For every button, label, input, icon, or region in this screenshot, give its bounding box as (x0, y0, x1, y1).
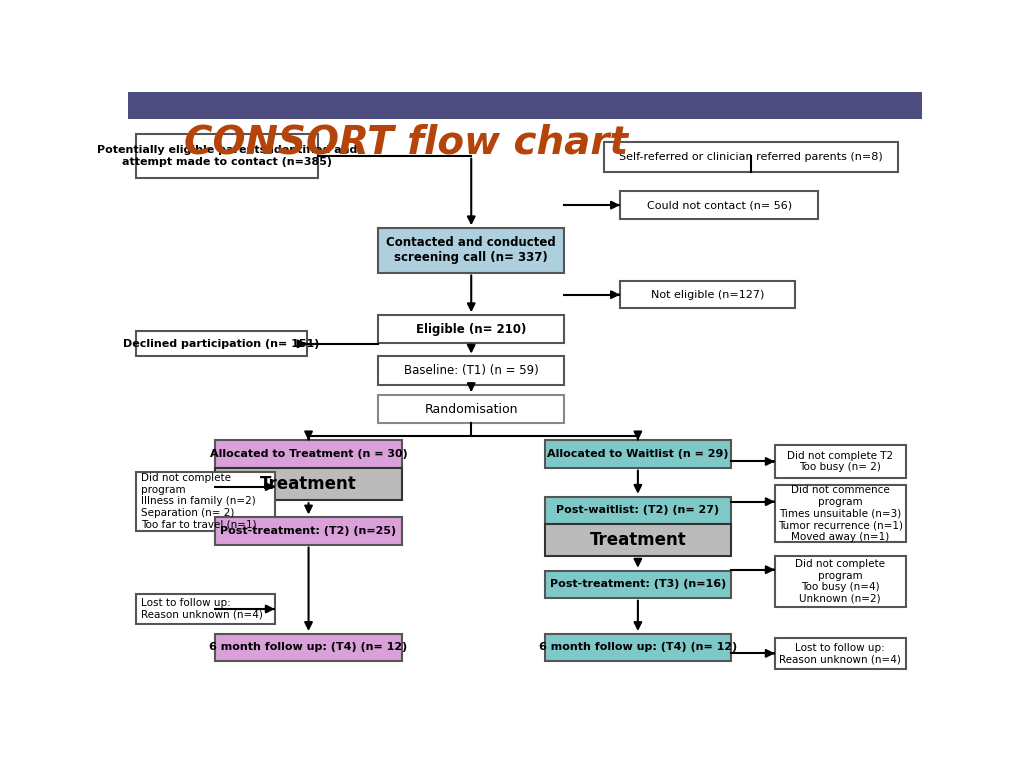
Bar (775, 556, 906, 607)
Text: Allocated to Treatment (n = 30): Allocated to Treatment (n = 30) (210, 449, 408, 459)
Bar (215, 468, 401, 500)
Text: Contacted and conducted
screening call (n= 337): Contacted and conducted screening call (… (386, 237, 556, 264)
Bar (136, 472, 274, 531)
Bar (545, 497, 731, 524)
Bar (620, 191, 818, 220)
Bar (378, 395, 564, 423)
Bar (775, 638, 906, 669)
Bar (128, 92, 922, 119)
Bar (775, 485, 906, 541)
Bar (620, 281, 795, 308)
Text: Did not commence
program
Times unsuitable (n=3)
Tumor recurrence (n=1)
Moved awa: Did not commence program Times unsuitabl… (778, 485, 903, 541)
Bar (215, 634, 401, 661)
Text: 6 month follow up: (T4) (n= 12): 6 month follow up: (T4) (n= 12) (210, 643, 408, 653)
Bar (604, 142, 898, 172)
Text: Eligible (n= 210): Eligible (n= 210) (416, 323, 526, 336)
Text: Not eligible (n=127): Not eligible (n=127) (650, 290, 764, 300)
Text: Did not complete
program
Illness in family (n=2)
Separation (n= 2)
Too far to tr: Did not complete program Illness in fami… (141, 473, 257, 530)
Text: Did not complete
program
Too busy (n=4)
Unknown (n=2): Did not complete program Too busy (n=4) … (796, 559, 886, 604)
Text: Allocated to Waitlist (n = 29): Allocated to Waitlist (n = 29) (547, 449, 729, 459)
Bar (545, 524, 731, 556)
Text: Lost to follow up:
Reason unknown (n=4): Lost to follow up: Reason unknown (n=4) (141, 598, 263, 620)
Text: Randomisation: Randomisation (425, 402, 518, 415)
Bar (378, 228, 564, 273)
Text: Baseline: (T1) (n = 59): Baseline: (T1) (n = 59) (403, 364, 539, 377)
Bar (545, 441, 731, 468)
Bar (775, 445, 906, 478)
Text: CONSORT flow chart: CONSORT flow chart (183, 124, 628, 161)
Bar (136, 594, 274, 624)
Text: Treatment: Treatment (590, 531, 686, 549)
Text: Post-treatment: (T2) (n=25): Post-treatment: (T2) (n=25) (220, 526, 396, 536)
Bar (215, 518, 401, 545)
Text: Did not complete T2
Too busy (n= 2): Did not complete T2 Too busy (n= 2) (787, 451, 893, 472)
Text: Post-treatment: (T3) (n=16): Post-treatment: (T3) (n=16) (550, 579, 726, 589)
Bar (136, 331, 306, 356)
Text: 6 month follow up: (T4) (n= 12): 6 month follow up: (T4) (n= 12) (539, 643, 737, 653)
Bar (378, 356, 564, 385)
Text: Self-referred or clinician referred parents (n=8): Self-referred or clinician referred pare… (620, 152, 883, 162)
Text: Declined participation (n= 151): Declined participation (n= 151) (123, 339, 319, 349)
Text: Potentially eligible parents identified and
attempt made to contact (n=385): Potentially eligible parents identified … (97, 145, 357, 167)
Text: Lost to follow up:
Reason unknown (n=4): Lost to follow up: Reason unknown (n=4) (779, 643, 901, 664)
Bar (545, 634, 731, 661)
Text: Could not contact (n= 56): Could not contact (n= 56) (647, 200, 792, 210)
Bar (215, 441, 401, 468)
Text: Post-waitlist: (T2) (n= 27): Post-waitlist: (T2) (n= 27) (556, 505, 720, 515)
Text: Treatment: Treatment (260, 475, 357, 493)
Bar (378, 315, 564, 343)
Bar (136, 134, 318, 178)
Bar (545, 571, 731, 598)
